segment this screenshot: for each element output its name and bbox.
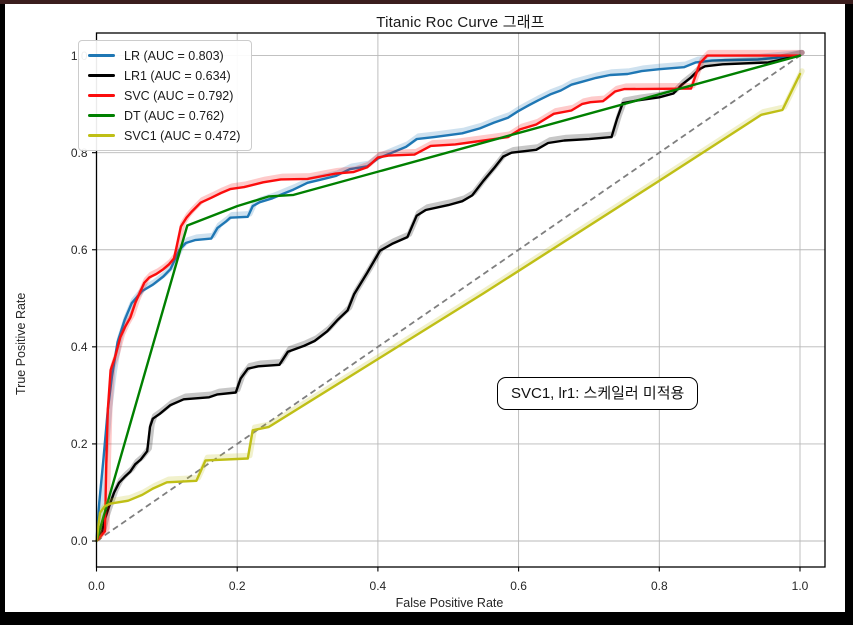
series-line-LR (95, 54, 802, 543)
chart-title: Titanic Roc Curve 그래프 (376, 14, 545, 31)
x-axis-label: False Positive Rate (395, 596, 504, 610)
x-tick-label: 1.0 (792, 579, 809, 593)
legend-label-SVC: SVC (AUC = 0.792) (124, 88, 234, 103)
tick-labels: 0.00.20.40.60.81.00.00.20.40.60.81.0 (71, 49, 809, 593)
y-tick-label: 0.0 (71, 534, 88, 548)
x-tick-label: 0.4 (370, 579, 387, 593)
series-line-DT (95, 54, 802, 543)
y-tick-label: 0.2 (71, 437, 88, 451)
window-top-border (0, 0, 853, 4)
y-axis-label: True Positive Rate (14, 292, 28, 395)
legend-item-SVC1: SVC1 (AUC = 0.472) (88, 128, 240, 143)
series-line-SVC1 (95, 72, 802, 543)
legend-label-LR: LR (AUC = 0.803) (124, 48, 224, 63)
series-LR (95, 49, 805, 543)
y-tick-label: 0.6 (71, 243, 88, 257)
y-tick-label: 0.4 (71, 340, 88, 354)
legend-label-LR1: LR1 (AUC = 0.634) (124, 68, 231, 83)
legend-item-LR: LR (AUC = 0.803) (88, 48, 240, 63)
legend-swatch-LR (88, 53, 115, 58)
x-tick-label: 0.6 (510, 579, 527, 593)
axes-spines (95, 32, 826, 568)
legend-item-SVC: SVC (AUC = 0.792) (88, 88, 240, 103)
legend-box: LR (AUC = 0.803) LR1 (AUC = 0.634) SVC (AU… (78, 40, 253, 151)
legend-label-DT: DT (AUC = 0.762) (124, 108, 225, 123)
legend-label-SVC1: SVC1 (AUC = 0.472) (124, 128, 241, 143)
legend-swatch-LR1 (88, 73, 115, 78)
legend-swatch-SVC1 (88, 133, 115, 138)
legend-item-DT: DT (AUC = 0.762) (88, 108, 240, 123)
legend-swatch-DT (88, 113, 115, 118)
annotation-box: SVC1, lr1: 스케일러 미적용 (497, 377, 699, 410)
legend-swatch-SVC (88, 93, 115, 98)
series-line-SVC (95, 54, 802, 543)
x-tick-label: 0.2 (229, 579, 246, 593)
x-tick-label: 0.0 (88, 579, 105, 593)
series-DT (95, 54, 802, 543)
legend-item-LR1: LR1 (AUC = 0.634) (88, 68, 240, 83)
series-SVC (95, 49, 805, 543)
series-SVC1 (95, 68, 805, 543)
x-tick-label: 0.8 (651, 579, 668, 593)
